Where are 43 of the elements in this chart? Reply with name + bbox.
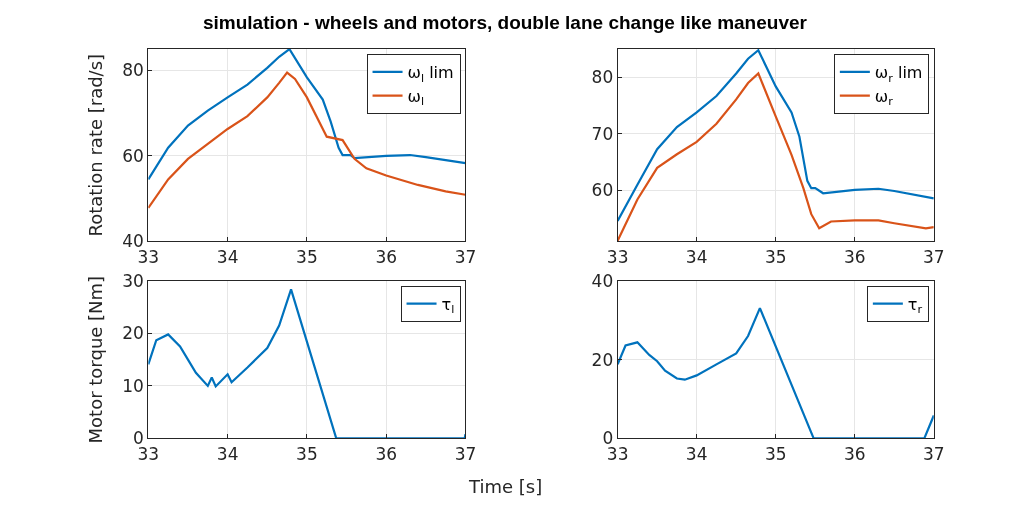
y-axis-title: Rotation rate [rad/s] [85, 53, 107, 237]
x-tick-label: 33 [137, 246, 160, 267]
x-tick-label: 33 [137, 443, 160, 464]
y-tick-label: 20 [122, 323, 144, 344]
x-tick-label: 36 [843, 443, 866, 464]
y-tick-label: 20 [591, 349, 614, 370]
x-tick-label: 34 [685, 246, 708, 267]
y-tick-label: 60 [591, 180, 614, 201]
text: simulation - wheels and motors, double lane change like maneuver [203, 12, 808, 33]
y-tick-label: 60 [122, 145, 144, 166]
y-tick-label: 30 [122, 270, 144, 291]
y-axis-title: Motor torque [Nm] [85, 275, 107, 444]
y-tick-label: 10 [122, 375, 144, 396]
y-tick-label: 80 [122, 60, 144, 81]
x-tick-label: 36 [843, 246, 866, 267]
y-tick-label: 80 [591, 67, 614, 88]
x-tick-label: 34 [216, 246, 239, 267]
y-tick-label: 40 [591, 270, 614, 291]
x-tick-label: 37 [454, 443, 477, 464]
legend-label: ω$_{l}$ lim [407, 63, 454, 85]
legend-label: ω$_{r}$ [874, 86, 894, 109]
line-series [148, 288, 466, 439]
x-tick-label: 33 [606, 443, 629, 464]
line-series [148, 49, 466, 181]
x-tick-label: 33 [606, 246, 629, 267]
legend-label: τ$_{r}$ [907, 294, 923, 317]
legend-label: ω$_{r}$ lim [874, 63, 923, 85]
x-tick-label: 36 [375, 443, 398, 464]
line-series [617, 49, 934, 223]
y-tick-label: 70 [591, 123, 614, 144]
legend-label: τ$_{l}$ [441, 294, 455, 317]
x-tick-label: 36 [375, 246, 398, 267]
x-tick-label: 37 [922, 443, 945, 464]
x-tick-label: 35 [296, 246, 318, 267]
x-tick-label: 35 [764, 246, 787, 267]
x-tick-label: 35 [296, 443, 318, 464]
x-tick-label: 34 [685, 443, 708, 464]
x-axis-title: Time [s] [468, 476, 543, 497]
x-tick-label: 34 [216, 443, 239, 464]
x-tick-label: 37 [454, 246, 477, 267]
legend-label: ω$_{l}$ [407, 86, 425, 109]
x-tick-label: 35 [764, 443, 787, 464]
x-tick-label: 37 [922, 246, 945, 267]
